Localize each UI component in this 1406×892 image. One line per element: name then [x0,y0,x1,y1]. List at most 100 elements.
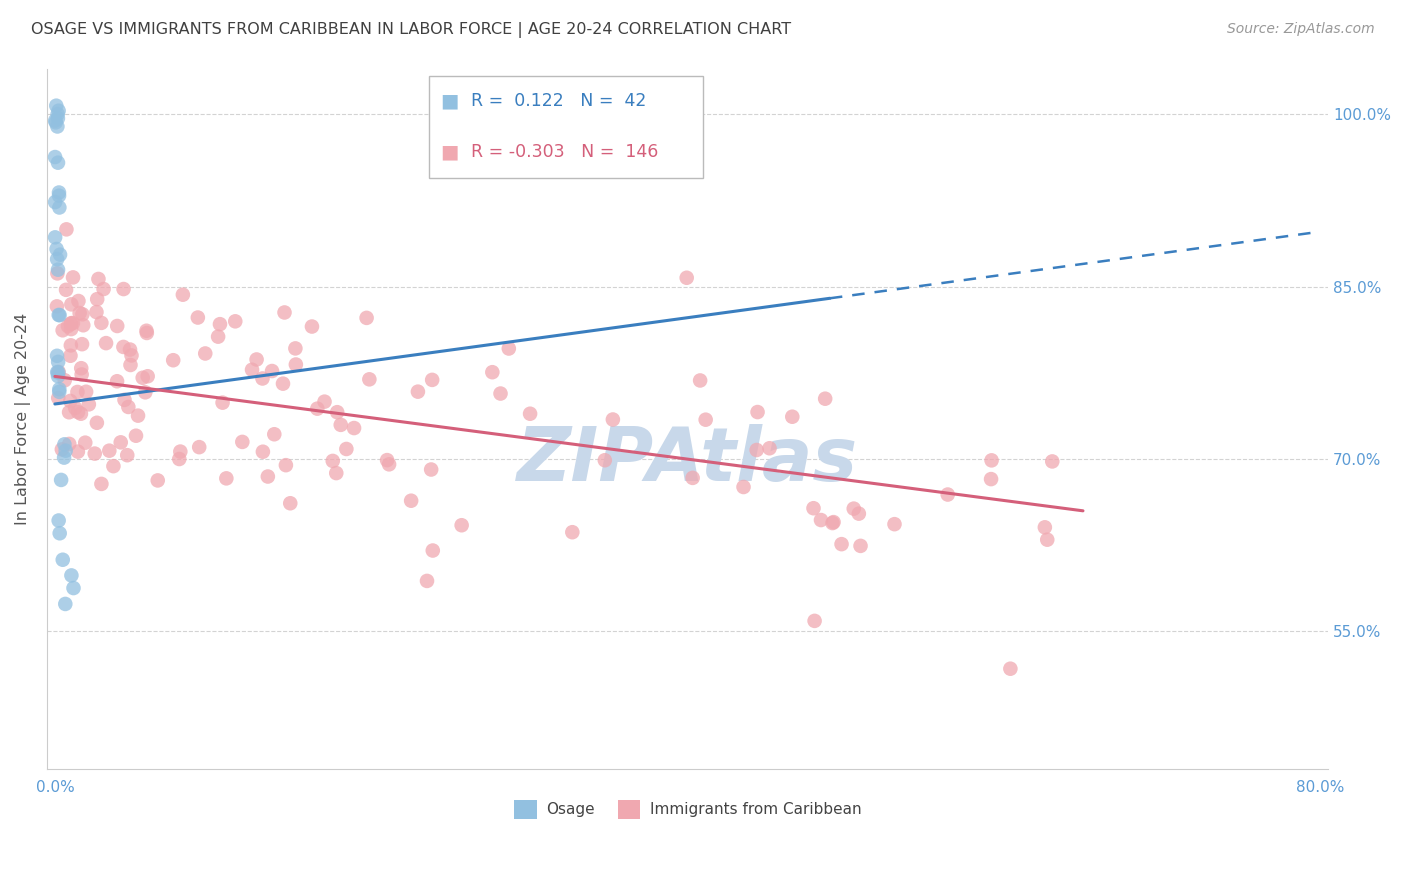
Point [602,412,624,426]
Point [246,352,269,367]
Point [849,539,872,553]
Point [823,515,845,529]
Point [1036,533,1059,547]
Point [489,386,512,401]
Point [48,526,70,541]
Point [980,453,1002,467]
Point [117,400,139,414]
Point [53,597,76,611]
Point [271,376,294,391]
Point [60,322,83,336]
Point [77,397,100,411]
Point [301,319,323,334]
Point [207,329,229,343]
Point [70,407,93,421]
Point [980,472,1002,486]
Point [252,444,274,458]
Point [172,287,194,301]
Point [733,480,755,494]
Point [114,392,136,407]
Point [803,614,825,628]
Point [60,316,83,330]
Point [314,394,336,409]
Point [810,513,832,527]
Point [120,358,142,372]
Point [67,293,90,308]
Point [329,417,352,432]
Point [46,252,69,267]
Point [803,501,825,516]
Point [420,373,443,387]
Point [48,188,70,202]
Point [46,112,69,126]
Point [136,369,159,384]
Point [194,346,217,360]
Point [62,581,84,595]
Point [48,103,70,118]
Point [278,496,301,510]
Point [814,392,837,406]
Point [48,514,70,528]
Point [325,466,347,480]
Point [188,440,211,454]
Point [46,107,69,121]
Point [46,391,69,405]
Point [745,442,768,457]
Point [46,355,69,369]
Point [169,444,191,458]
Point [44,230,66,244]
Point [208,317,231,331]
Point [420,462,443,476]
Point [675,270,697,285]
Point [87,272,110,286]
Point [58,437,80,451]
Point [66,444,89,458]
Point [46,366,69,380]
Point [260,364,283,378]
Point [86,292,108,306]
Point [48,308,70,322]
Point [782,409,804,424]
Point [67,405,90,419]
Point [689,374,711,388]
Point [416,574,439,588]
Point [70,337,93,351]
Point [187,310,209,325]
Point [747,405,769,419]
Point [55,222,77,236]
Text: ■: ■ [440,91,458,111]
Point [45,115,67,129]
Point [44,150,66,164]
Point [75,435,97,450]
Point [127,409,149,423]
Point [44,113,66,128]
Point [46,365,69,379]
Text: Source: ZipAtlas.com: Source: ZipAtlas.com [1227,22,1375,37]
Point [83,447,105,461]
Point [110,435,132,450]
Point [69,306,91,320]
Point [215,471,238,485]
Point [284,358,307,372]
Point [117,448,139,462]
Point [70,361,93,376]
Point [86,305,108,319]
Point [52,553,75,567]
Point [1033,520,1056,534]
Point [695,413,717,427]
Point [146,474,169,488]
Point [343,421,366,435]
Point [48,382,70,396]
Point [359,372,381,386]
Point [60,568,83,582]
Text: R =  0.122   N =  42: R = 0.122 N = 42 [471,92,647,110]
Point [53,373,76,387]
Point [53,437,76,451]
Point [90,316,112,330]
Point [131,370,153,384]
Point [112,282,135,296]
Point [831,537,853,551]
Point [70,368,93,382]
Point [72,307,94,321]
Point [55,443,77,458]
